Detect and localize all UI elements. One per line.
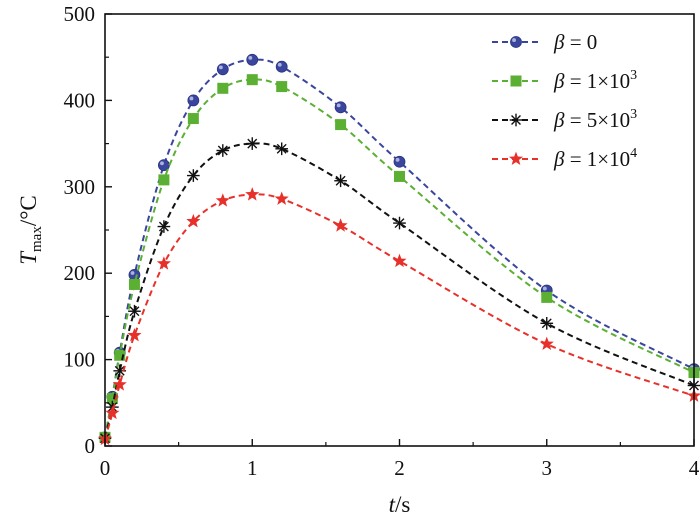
data-point bbox=[246, 53, 259, 66]
data-point bbox=[393, 155, 406, 168]
data-point bbox=[510, 36, 522, 48]
data-point bbox=[187, 113, 199, 125]
data-point-highlight bbox=[189, 96, 194, 101]
legend-equals: = 0 bbox=[564, 30, 597, 54]
y-tick-label: 0 bbox=[85, 434, 96, 458]
data-point bbox=[215, 193, 230, 207]
data-point bbox=[216, 63, 229, 76]
legend-label: β = 5×103 bbox=[553, 107, 637, 132]
data-point bbox=[392, 253, 407, 268]
data-point bbox=[275, 60, 288, 73]
data-point bbox=[394, 170, 405, 182]
legend-label: β = 1×103 bbox=[553, 68, 637, 93]
legend-equals: = 1×10 bbox=[564, 69, 630, 93]
y-tick-label: 500 bbox=[64, 2, 96, 26]
data-point bbox=[539, 336, 554, 351]
data-point bbox=[127, 327, 142, 342]
data-point bbox=[187, 169, 200, 182]
data-point bbox=[128, 269, 141, 281]
series-line bbox=[104, 78, 695, 438]
data-point-highlight bbox=[277, 62, 282, 67]
y-tick-label: 100 bbox=[64, 348, 96, 372]
legend-equals: = 1×10 bbox=[564, 147, 630, 171]
data-point-highlight bbox=[160, 161, 164, 166]
data-point bbox=[333, 218, 348, 232]
data-point bbox=[245, 187, 260, 201]
data-point bbox=[106, 392, 118, 404]
data-point bbox=[113, 364, 127, 378]
x-tick-label: 4 bbox=[689, 456, 700, 480]
legend-symbol: β bbox=[553, 30, 565, 54]
legend-item-2: β = 1×103 bbox=[492, 68, 637, 93]
series-line bbox=[104, 142, 695, 439]
y-tick-label: 300 bbox=[64, 175, 96, 199]
data-point bbox=[112, 377, 127, 391]
data-point bbox=[187, 94, 200, 107]
data-point bbox=[157, 220, 171, 233]
data-point-highlight bbox=[542, 286, 547, 291]
legend-label: β = 0 bbox=[553, 30, 597, 54]
x-axis-var: t bbox=[389, 492, 396, 517]
data-point bbox=[276, 81, 288, 93]
data-point bbox=[540, 316, 554, 330]
axis-layer: 0 1 2 3 4 0 100 200 300 400 500 bbox=[64, 2, 700, 480]
data-point bbox=[274, 191, 289, 205]
data-point bbox=[334, 101, 347, 114]
data-point bbox=[156, 256, 171, 270]
y-tick-label: 400 bbox=[64, 88, 96, 112]
legend-exponent: 3 bbox=[630, 68, 637, 83]
data-point-highlight bbox=[395, 157, 400, 162]
x-tick-label: 3 bbox=[542, 456, 553, 480]
y-tick-label: 200 bbox=[64, 261, 96, 285]
data-point bbox=[510, 75, 522, 87]
legend-symbol: β bbox=[553, 69, 565, 93]
data-point-highlight bbox=[336, 103, 341, 108]
data-point bbox=[158, 174, 170, 186]
x-axis-sep: / bbox=[395, 492, 402, 517]
y-axis-unit: °C bbox=[16, 195, 41, 220]
data-point bbox=[508, 151, 524, 166]
data-point bbox=[245, 137, 259, 150]
data-point bbox=[105, 405, 120, 420]
legend-symbol: β bbox=[553, 147, 565, 171]
x-tick-label: 1 bbox=[247, 456, 258, 480]
legend-symbol: β bbox=[553, 108, 565, 132]
data-point bbox=[128, 304, 141, 318]
legend-exponent: 4 bbox=[630, 146, 637, 161]
data-point-highlight bbox=[130, 271, 135, 275]
data-point bbox=[334, 174, 347, 188]
x-tick-label: 2 bbox=[394, 456, 405, 480]
data-point bbox=[541, 291, 553, 303]
y-axis-title: Tmax/°C bbox=[16, 195, 45, 265]
data-point bbox=[246, 74, 258, 86]
data-point bbox=[509, 113, 523, 127]
data-point-highlight bbox=[218, 65, 223, 70]
x-axis-unit: s bbox=[401, 492, 410, 517]
legend-item-1: β = 0 bbox=[492, 30, 597, 54]
series-3 bbox=[98, 137, 700, 445]
data-point-highlight bbox=[512, 38, 516, 42]
data-point-highlight bbox=[248, 55, 253, 60]
y-axis-var: T bbox=[16, 250, 41, 265]
series-line bbox=[104, 193, 695, 440]
data-point bbox=[335, 119, 347, 131]
data-point bbox=[128, 278, 140, 290]
y-axis-subscript: max bbox=[29, 226, 45, 252]
legend-exponent: 3 bbox=[630, 107, 637, 122]
x-axis-title: t/s bbox=[389, 492, 411, 517]
y-axis-sep: / bbox=[16, 219, 41, 226]
legend-label: β = 1×104 bbox=[553, 146, 637, 171]
data-point bbox=[114, 349, 126, 361]
data-point bbox=[216, 144, 230, 157]
x-tick-label: 0 bbox=[100, 456, 111, 480]
legend-equals: = 5×10 bbox=[564, 108, 630, 132]
legend-item-3: β = 5×103 bbox=[492, 107, 637, 132]
data-point bbox=[186, 213, 201, 228]
data-point bbox=[275, 142, 289, 156]
legend-item-4: β = 1×104 bbox=[492, 146, 637, 171]
data-point bbox=[217, 82, 229, 94]
data-point bbox=[393, 216, 406, 230]
